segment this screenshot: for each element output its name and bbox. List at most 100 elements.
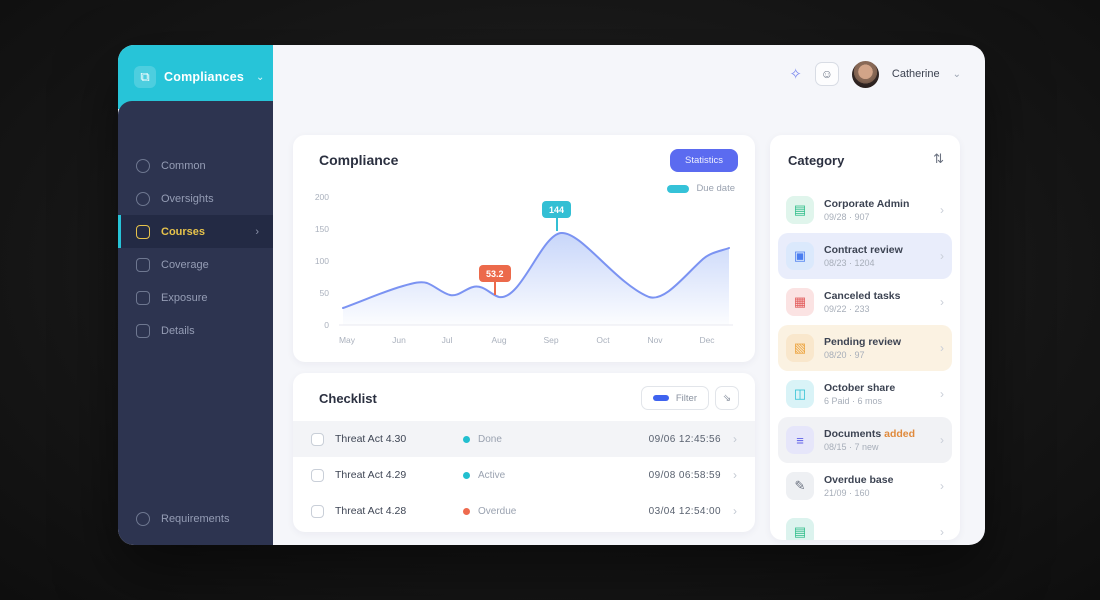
category-subtitle: 09/22 · 233 bbox=[824, 304, 870, 314]
chevron-down-icon[interactable]: ⌄ bbox=[256, 71, 265, 83]
category-item[interactable]: ◫ October share 6 Paid · 6 mos › bbox=[778, 371, 952, 417]
chevron-right-icon[interactable]: › bbox=[940, 387, 944, 401]
checkbox[interactable] bbox=[311, 432, 324, 446]
sidebar-item-label: Details bbox=[161, 324, 195, 337]
task-label: Threat Act 4.29 bbox=[335, 469, 407, 481]
category-item[interactable]: ▦ Canceled tasks 09/22 · 233 › bbox=[778, 279, 952, 325]
chevron-right-icon[interactable]: › bbox=[940, 295, 944, 309]
chevron-down-icon[interactable]: ⌄ bbox=[952, 68, 961, 80]
x-tick: Jul bbox=[441, 335, 453, 345]
category-title: Contract review bbox=[824, 244, 903, 256]
sidebar-item-exposure[interactable]: Exposure bbox=[118, 281, 273, 314]
list-icon: ≡ bbox=[786, 426, 814, 454]
sidebar-item-coverage[interactable]: Coverage bbox=[118, 248, 273, 281]
filter-action-button[interactable]: ⇘ bbox=[715, 386, 739, 410]
category-subtitle: 21/09 · 160 bbox=[824, 488, 870, 498]
category-title: Canceled tasks bbox=[824, 290, 901, 302]
status-dot bbox=[463, 507, 470, 515]
sidebar-item-oversights[interactable]: Oversights bbox=[118, 182, 273, 215]
category-title-accent: added bbox=[884, 428, 916, 440]
card-title: Compliance bbox=[319, 152, 399, 168]
category-item[interactable]: ▤ › bbox=[778, 509, 952, 540]
details-icon bbox=[136, 323, 150, 338]
pen-icon: ✎ bbox=[786, 472, 814, 500]
sidebar-item-requirements[interactable]: Requirements bbox=[118, 502, 273, 535]
task-label: Threat Act 4.28 bbox=[335, 505, 407, 517]
category-item[interactable]: ▣ Contract review 08/23 · 1204 › bbox=[778, 233, 952, 279]
chevron-right-icon[interactable]: › bbox=[940, 525, 944, 539]
coverage-icon bbox=[136, 257, 150, 272]
checklist-row[interactable]: Threat Act 4.29 Active 09/08 06:58:59 › bbox=[293, 457, 755, 493]
x-tick: May bbox=[338, 335, 356, 345]
category-title: Pending review bbox=[824, 336, 902, 348]
document-icon: ▤ bbox=[786, 518, 814, 540]
exposure-icon bbox=[136, 290, 150, 305]
sidebar-item-label: Common bbox=[161, 159, 206, 172]
card-title: Checklist bbox=[319, 391, 377, 406]
category-panel: Category ⇅ ▤ Corporate Admin 09/28 · 907… bbox=[770, 135, 960, 540]
compliance-card: Compliance Statistics Due date bbox=[293, 135, 755, 362]
chevron-right-icon[interactable]: › bbox=[940, 341, 944, 355]
document-icon: ▤ bbox=[786, 196, 814, 224]
sidebar-item-label: Coverage bbox=[161, 258, 209, 271]
sidebar-item-common[interactable]: Common bbox=[118, 149, 273, 182]
status-dot bbox=[463, 471, 470, 479]
avatar[interactable] bbox=[851, 60, 879, 88]
statistics-button[interactable]: Statistics bbox=[669, 149, 738, 172]
chevron-right-icon[interactable]: › bbox=[940, 479, 944, 493]
requirements-icon bbox=[136, 511, 150, 526]
filter-label: Filter bbox=[675, 392, 697, 404]
status-label: Active bbox=[478, 469, 506, 481]
category-item[interactable]: ▤ Corporate Admin 09/28 · 907 › bbox=[778, 187, 952, 233]
checklist-row[interactable]: Threat Act 4.28 Overdue 03/04 12:54:00 › bbox=[293, 493, 755, 529]
sidebar-item-label: Exposure bbox=[161, 291, 208, 304]
category-subtitle: 6 Paid · 6 mos bbox=[824, 396, 883, 406]
filter-dropdown[interactable]: Filter bbox=[640, 386, 709, 410]
chevron-right-icon[interactable]: › bbox=[733, 504, 737, 518]
chevron-right-icon: › bbox=[255, 225, 259, 238]
category-item[interactable]: ▧ Pending review 08/20 · 97 › bbox=[778, 325, 952, 371]
sidebar-item-courses[interactable]: Courses › bbox=[118, 215, 273, 248]
x-tick: Aug bbox=[491, 335, 507, 345]
arrow-icon: ⇘ bbox=[722, 392, 732, 404]
chevron-right-icon[interactable]: › bbox=[733, 432, 737, 446]
sidebar: Common Oversights Courses › Coverage bbox=[118, 101, 273, 545]
sort-icon[interactable]: ⇅ bbox=[933, 151, 944, 166]
checkbox[interactable] bbox=[311, 504, 324, 518]
y-tick: 0 bbox=[324, 320, 329, 330]
y-tick: 100 bbox=[314, 256, 329, 266]
user-name[interactable]: Catherine bbox=[891, 68, 940, 80]
sidebar-logo-header[interactable]: ⧉ Compliances ⌄ bbox=[118, 45, 273, 109]
chevron-right-icon[interactable]: › bbox=[733, 468, 737, 482]
oversights-icon bbox=[136, 191, 150, 206]
checkbox[interactable] bbox=[311, 468, 324, 482]
row-value: 03/04 12:54:00 bbox=[648, 505, 721, 517]
category-title: Overdue base bbox=[824, 474, 894, 486]
smiley-button[interactable]: ☺ bbox=[814, 62, 839, 86]
main-area: ✧ ☺ Catherine ⌄ Overall rating / dashboa… bbox=[273, 45, 985, 545]
y-tick: 50 bbox=[319, 288, 329, 298]
category-title: Corporate Admin bbox=[824, 198, 910, 210]
category-subtitle: 08/20 · 97 bbox=[824, 350, 865, 360]
category-title: October share bbox=[824, 382, 896, 394]
file-icon: ▣ bbox=[786, 242, 814, 270]
status-label: Overdue bbox=[478, 505, 517, 517]
x-tick: Sep bbox=[543, 335, 559, 345]
checklist-row[interactable]: Threat Act 4.30 Done 09/06 12:45:56 › bbox=[293, 421, 755, 457]
sidebar-item-label: Oversights bbox=[161, 192, 214, 205]
panel-title: Category bbox=[788, 153, 845, 168]
x-tick: Dec bbox=[699, 335, 715, 345]
sidebar-item-details[interactable]: Details bbox=[118, 314, 273, 347]
chevron-right-icon[interactable]: › bbox=[940, 433, 944, 447]
checklist-card: Checklist Filter ⇘ Threat Act 4.30 bbox=[293, 373, 755, 532]
chart-tooltip-teal: 144 bbox=[542, 201, 572, 231]
sparkle-icon[interactable]: ✧ bbox=[789, 66, 802, 83]
category-item[interactable]: ✎ Overdue base 21/09 · 160 › bbox=[778, 463, 952, 509]
app-window: ⧉ Compliances ⌄ Common Oversights Course… bbox=[118, 45, 985, 545]
category-item[interactable]: ≡ Documents added 08/15 · 7 new › bbox=[778, 417, 952, 463]
chevron-right-icon[interactable]: › bbox=[940, 203, 944, 217]
chevron-right-icon[interactable]: › bbox=[940, 249, 944, 263]
chart-tooltip-orange: 53.2 bbox=[479, 265, 511, 295]
category-subtitle: 08/15 · 7 new bbox=[824, 442, 879, 452]
